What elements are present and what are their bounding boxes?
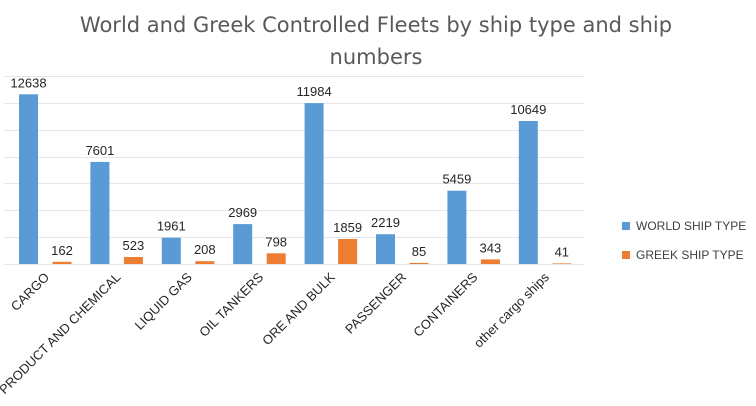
world-value-label: 2969 bbox=[228, 205, 257, 220]
world-value-label: 1961 bbox=[157, 219, 186, 234]
world-value-label: 5459 bbox=[442, 172, 471, 187]
greek-bar-ore-and-bulk bbox=[338, 239, 358, 264]
greek-bar-oil-tankers bbox=[266, 253, 286, 264]
category-label: ORE AND BULK bbox=[259, 269, 338, 348]
greek-bar-product-and-chemical bbox=[123, 257, 143, 264]
greek-value-label: 85 bbox=[412, 244, 426, 259]
greek-value-label: 798 bbox=[265, 234, 287, 249]
greek-bar-other-cargo-ships bbox=[552, 263, 572, 264]
category-label: PRODUCT AND CHEMICAL bbox=[0, 270, 124, 397]
world-bar-oil-tankers bbox=[233, 224, 253, 264]
greek-bar-containers bbox=[480, 259, 500, 264]
legend-label-greek: GREEK SHIP TYPE bbox=[636, 248, 744, 262]
world-bar-containers bbox=[447, 190, 467, 264]
greek-value-label: 41 bbox=[555, 244, 569, 259]
world-bar-passenger bbox=[376, 234, 395, 264]
bars bbox=[19, 94, 572, 264]
world-bar-cargo bbox=[19, 94, 38, 264]
category-label: CARGO bbox=[8, 270, 52, 314]
category-label: LIQUID GAS bbox=[132, 269, 195, 332]
world-value-label: 11984 bbox=[297, 84, 332, 99]
chart-title-line-1: World and Greek Controlled Fleets by shi… bbox=[80, 13, 672, 37]
legend-swatch-greek bbox=[622, 251, 630, 259]
category-label: OIL TANKERS bbox=[196, 269, 266, 339]
greek-bar-passenger bbox=[409, 262, 429, 264]
legend-swatch-world bbox=[622, 222, 630, 230]
greek-bar-liquid-gas bbox=[195, 261, 215, 264]
greek-bar-cargo bbox=[52, 261, 72, 264]
category-label: other cargo ships bbox=[471, 269, 552, 350]
world-bar-other-cargo-ships bbox=[518, 121, 538, 264]
category-label: PASSENGER bbox=[342, 270, 409, 337]
legend: WORLD SHIP TYPE GREEK SHIP TYPE bbox=[622, 219, 746, 262]
world-value-label: 2219 bbox=[371, 215, 400, 230]
greek-value-label: 162 bbox=[51, 243, 73, 258]
world-bar-liquid-gas bbox=[161, 237, 181, 264]
world-value-label: 10649 bbox=[510, 102, 546, 117]
legend-label-world: WORLD SHIP TYPE bbox=[636, 219, 746, 233]
greek-value-label: 208 bbox=[194, 242, 216, 257]
greek-value-label: 343 bbox=[480, 240, 502, 255]
world-value-label: 7601 bbox=[85, 143, 114, 158]
world-bar-product-and-chemical bbox=[90, 161, 110, 264]
category-label: CONTAINERS bbox=[410, 269, 480, 339]
data-labels: 12638 162 7601 523 1961 208 2969 798 11984 1859 22… bbox=[10, 75, 569, 259]
world-value-label: 12638 bbox=[10, 75, 46, 90]
chart-title-line-2: numbers bbox=[330, 45, 423, 69]
world-bar-ore-and-bulk bbox=[304, 103, 324, 264]
greek-value-label: 1859 bbox=[333, 220, 362, 235]
greek-value-label: 523 bbox=[123, 238, 145, 253]
